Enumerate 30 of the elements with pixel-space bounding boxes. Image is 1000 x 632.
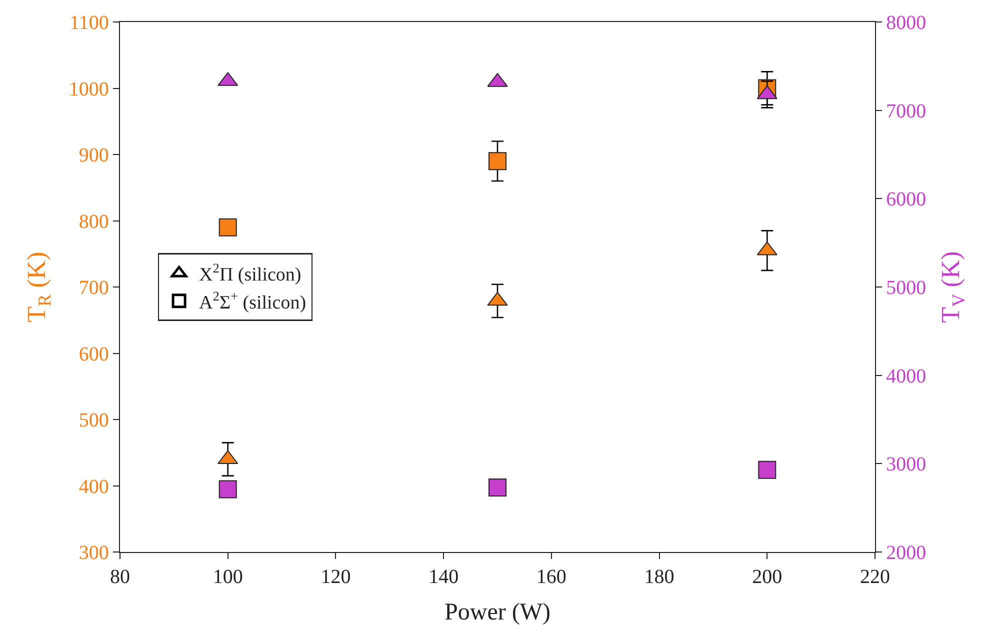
y2-tick-label: 3000 <box>886 454 926 476</box>
y2-tick-label: 6000 <box>886 188 926 211</box>
y2-tick-label: 7000 <box>886 100 926 122</box>
y-tick-label: 600 <box>78 343 109 366</box>
legend-label: A$^{2}$Σ$^{+}$ (silicon) <box>199 288 306 314</box>
y2-tick-label: 2000 <box>886 542 926 564</box>
x-tick-label: 100 <box>212 566 243 588</box>
y-tick-label: 1000 <box>68 78 109 100</box>
point <box>488 478 506 497</box>
legend-label: X$^{2}$Π (silicon) <box>199 260 302 286</box>
y2-tick-label: 4000 <box>886 365 926 388</box>
point <box>758 460 776 479</box>
y-tick-label: 700 <box>78 277 109 299</box>
x-tick-label: 140 <box>428 566 459 588</box>
x-tick-label: 80 <box>110 566 130 588</box>
x-tick-label: 120 <box>320 566 351 588</box>
y2-tick-label: 8000 <box>886 12 926 34</box>
x-tick-label: 220 <box>860 566 890 588</box>
y-tick-label: 400 <box>78 476 109 498</box>
y2-tick-label: 5000 <box>886 277 926 299</box>
y-tick-label: 1100 <box>70 12 109 34</box>
x-tick-label: 160 <box>536 566 566 588</box>
y-tick-label: 900 <box>78 144 109 166</box>
point <box>218 480 237 498</box>
x-tick-label: 180 <box>644 566 674 588</box>
x-tick-label: 200 <box>752 566 782 588</box>
x-axis-title: Power (W) <box>444 599 550 626</box>
y-tick-label: 800 <box>78 210 109 233</box>
y-tick-label: 500 <box>78 410 109 432</box>
y-tick-label: 300 <box>78 542 109 564</box>
